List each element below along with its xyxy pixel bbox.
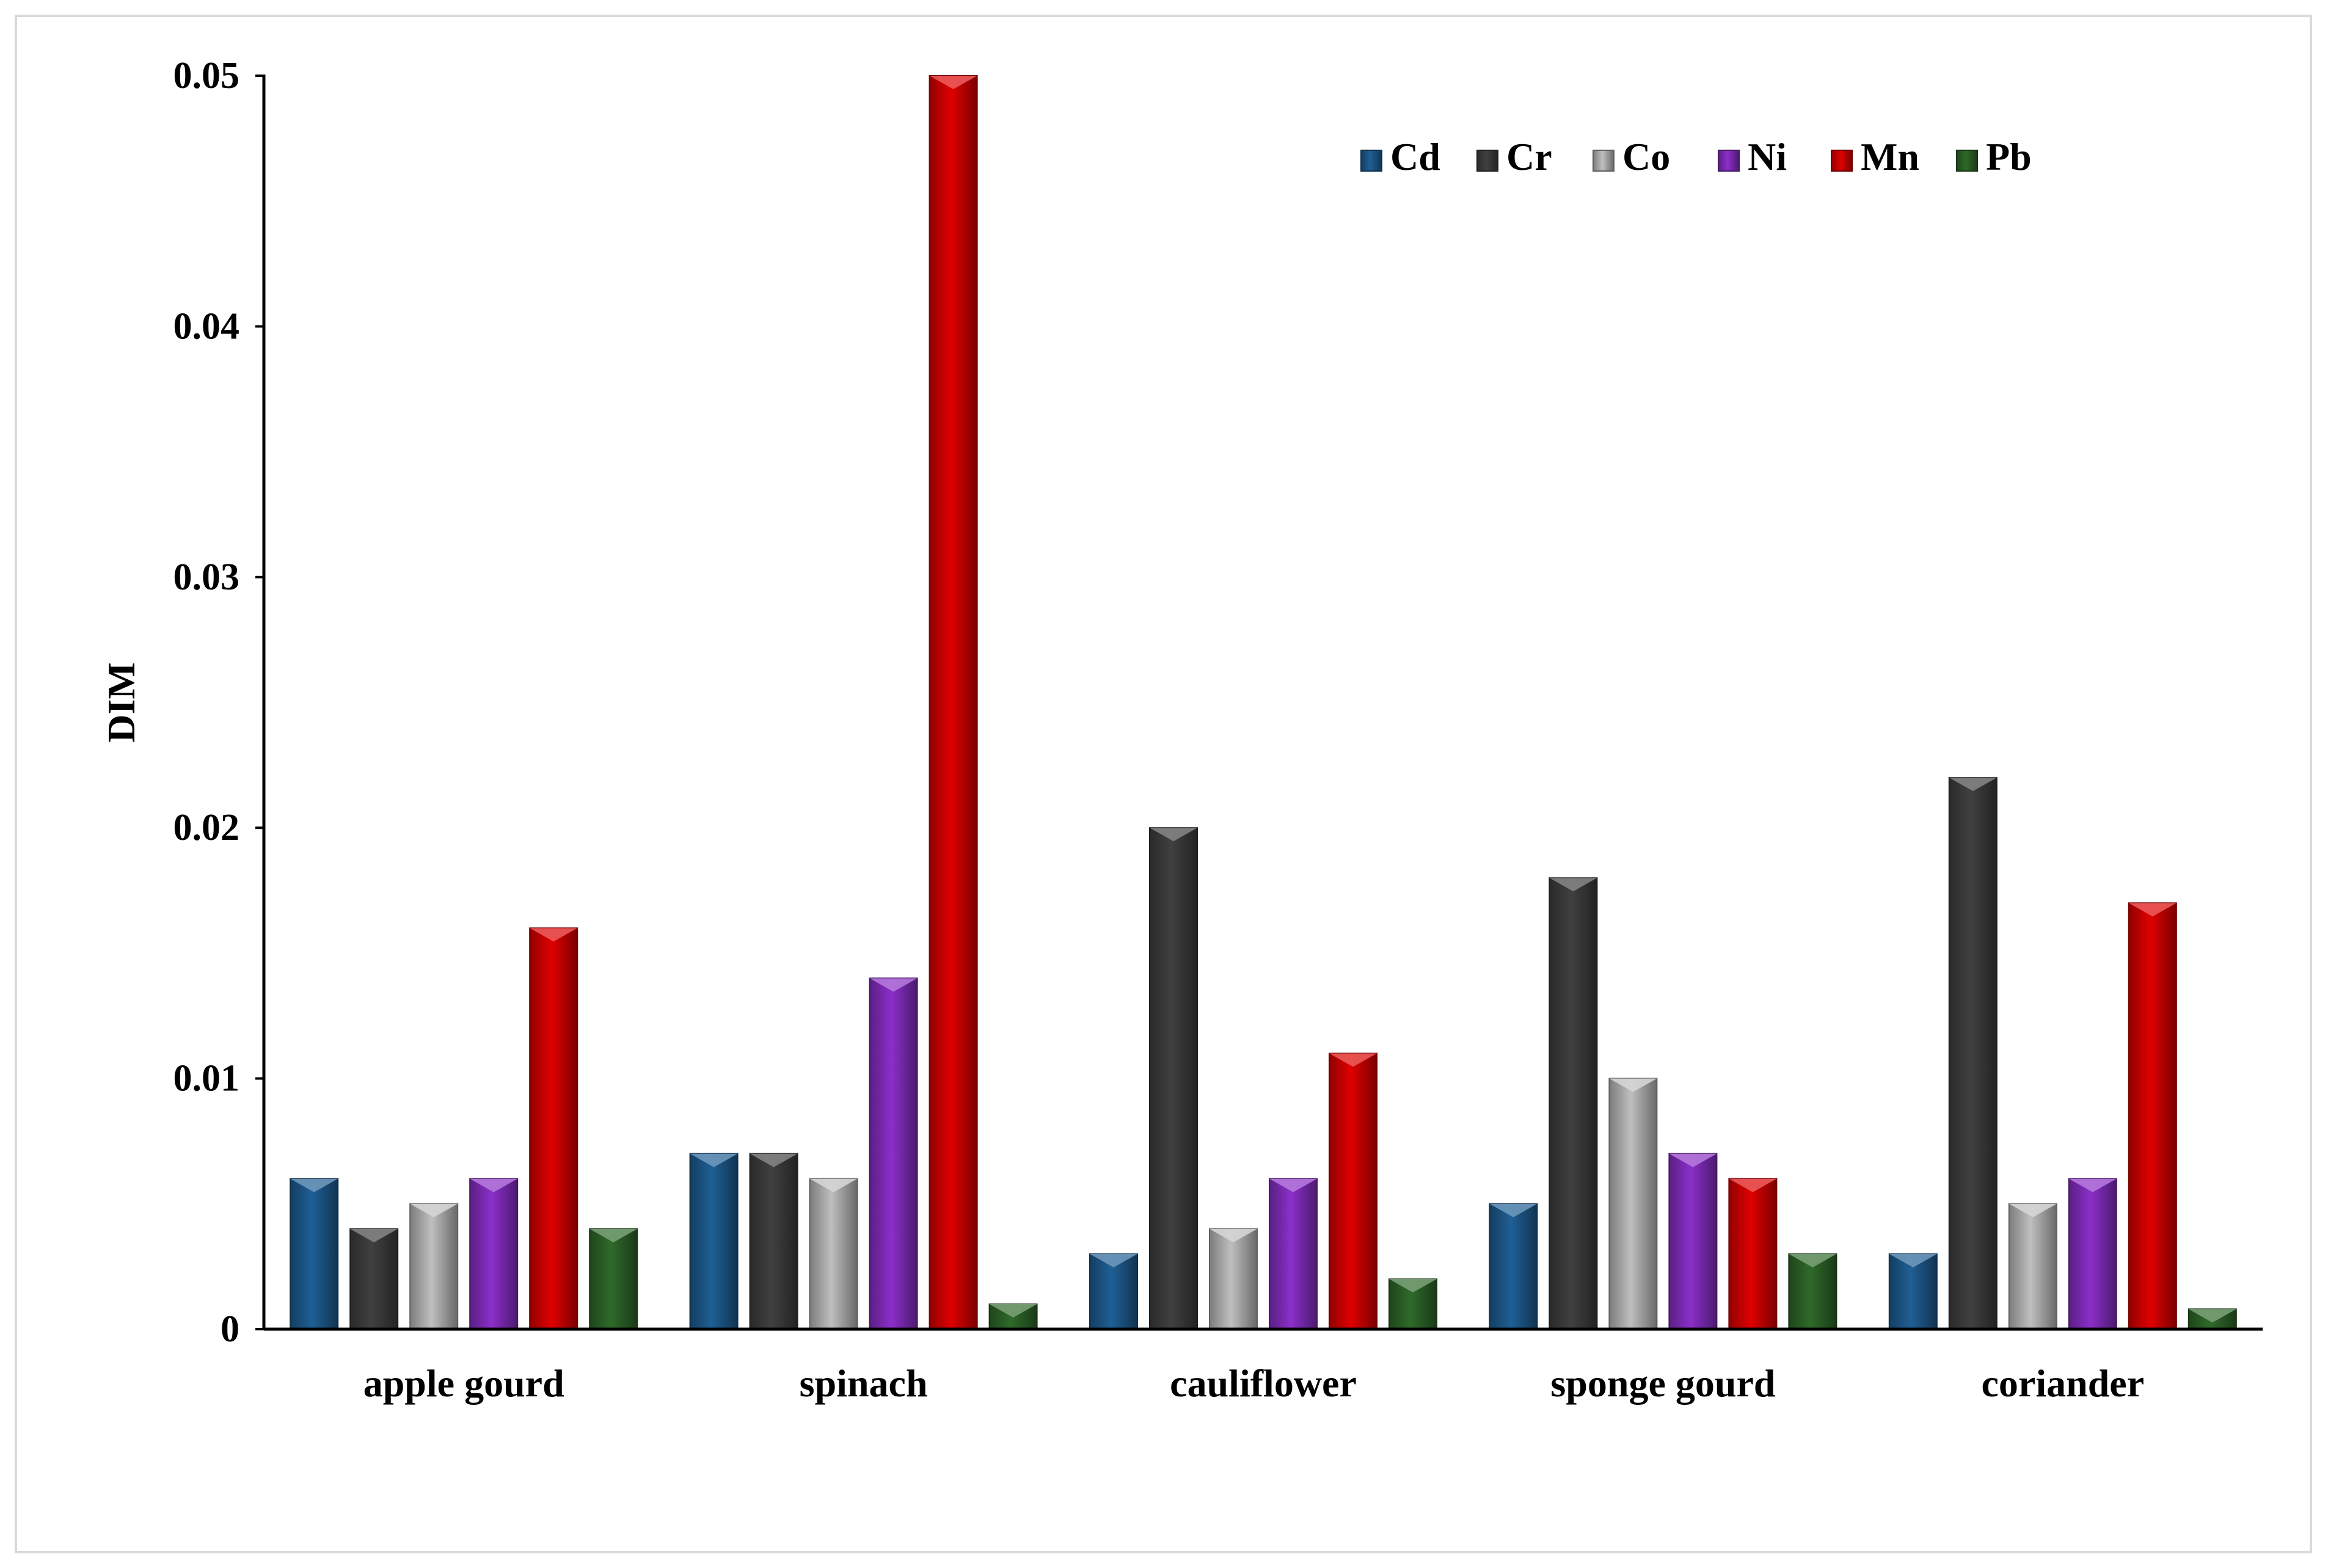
legend-item-cd: Cd: [1360, 135, 1440, 178]
bar-ni-spinach: [869, 977, 918, 1330]
bar-co-cauliflower: [1209, 1228, 1258, 1330]
x-category-label: sponge gourd: [1550, 1362, 1775, 1405]
legend-item-ni: Ni: [1718, 135, 1787, 178]
bar-cd-cauliflower: [1089, 1253, 1138, 1330]
x-category-labels: apple gourd spinach cauliflower sponge gour…: [363, 1362, 2144, 1405]
legend-swatch: [1476, 150, 1498, 172]
legend-label: Co: [1622, 135, 1670, 178]
legend-swatch: [1956, 150, 1978, 172]
bar-mn-cauliflower: [1329, 1052, 1377, 1330]
y-tick-label: 0.04: [173, 305, 240, 347]
legend-swatch: [1718, 150, 1740, 172]
y-tick-label: 0.01: [173, 1058, 240, 1099]
bar-pb-spinach: [988, 1303, 1038, 1330]
y-tick-label: 0.03: [173, 556, 240, 598]
y-tick-labels: 0 0.01 0.02 0.03 0.04 0.05: [173, 55, 264, 1350]
bar-cd-apple-gourd: [290, 1178, 339, 1330]
bar-cd-sponge-gourd: [1489, 1203, 1538, 1330]
x-category-label: cauliflower: [1170, 1362, 1357, 1405]
bar-pb-apple-gourd: [589, 1228, 638, 1330]
axes-group: [262, 75, 2263, 1331]
bar-cr-spinach: [749, 1153, 798, 1330]
chart-frame: 0 0.01 0.02 0.03 0.04 0.05 apple gourd spinach…: [15, 15, 2312, 1553]
legend-item-pb: Pb: [1956, 135, 2032, 178]
legend-swatch: [1831, 150, 1853, 172]
legend: Cd Cr Co Ni Mn Pb: [1360, 135, 2032, 178]
bar-mn-spinach: [929, 75, 978, 1330]
bar-pb-coriander: [2188, 1308, 2237, 1330]
legend-label: Pb: [1986, 135, 2032, 178]
bar-ni-coriander: [2068, 1178, 2117, 1330]
legend-label: Cr: [1506, 135, 1552, 178]
legend-swatch: [1593, 150, 1615, 172]
bar-co-apple-gourd: [409, 1203, 459, 1330]
bar-cr-coriander: [1948, 777, 1998, 1330]
bar-pb-cauliflower: [1388, 1278, 1437, 1330]
legend-item-mn: Mn: [1831, 135, 1919, 178]
bars-group: [290, 75, 2237, 1330]
legend-item-cr: Cr: [1476, 135, 1552, 178]
bar-ni-apple-gourd: [469, 1178, 519, 1330]
bar-chart: 0 0.01 0.02 0.03 0.04 0.05 apple gourd spinach…: [100, 55, 2263, 1405]
x-category-label: coriander: [1982, 1362, 2145, 1405]
y-tick-label: 0.05: [173, 55, 240, 97]
bar-co-spinach: [809, 1178, 858, 1330]
bar-ni-sponge-gourd: [1668, 1153, 1718, 1330]
y-tick-label: 0: [221, 1308, 239, 1350]
legend-swatch: [1360, 150, 1382, 172]
bar-cr-apple-gourd: [349, 1228, 399, 1330]
legend-label: Mn: [1861, 135, 1919, 178]
bar-co-sponge-gourd: [1608, 1078, 1658, 1330]
bar-mn-coriander: [2128, 902, 2177, 1330]
bar-cr-sponge-gourd: [1549, 877, 1598, 1330]
bar-pb-sponge-gourd: [1788, 1253, 1837, 1330]
legend-label: Cd: [1390, 135, 1440, 178]
bar-ni-cauliflower: [1269, 1178, 1318, 1330]
bar-cr-cauliflower: [1149, 827, 1198, 1330]
bar-mn-sponge-gourd: [1728, 1178, 1778, 1330]
x-category-label: apple gourd: [363, 1362, 564, 1405]
bar-cd-coriander: [1888, 1253, 1938, 1330]
legend-item-co: Co: [1593, 135, 1670, 178]
bar-mn-apple-gourd: [529, 927, 578, 1330]
y-axis-title: DIM: [100, 662, 143, 743]
x-category-label: spinach: [800, 1362, 928, 1405]
legend-label: Ni: [1748, 135, 1787, 178]
bar-cd-spinach: [689, 1153, 739, 1330]
y-tick-label: 0.02: [173, 807, 240, 848]
bar-co-coriander: [2008, 1203, 2057, 1330]
